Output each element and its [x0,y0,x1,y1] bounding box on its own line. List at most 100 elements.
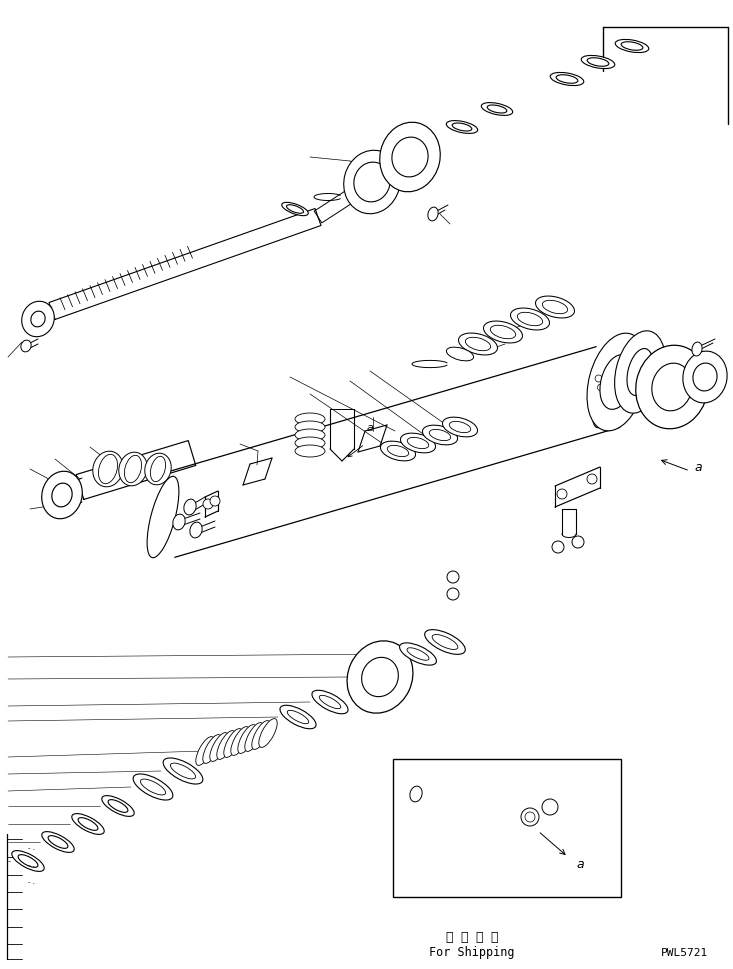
Text: - .: - . [28,878,35,884]
Ellipse shape [402,148,410,156]
Ellipse shape [98,454,117,484]
Ellipse shape [521,808,539,827]
Ellipse shape [595,376,602,383]
Ellipse shape [400,434,435,453]
Ellipse shape [615,41,649,53]
Ellipse shape [312,691,348,714]
Ellipse shape [203,499,213,510]
Ellipse shape [259,719,277,748]
Ellipse shape [449,422,471,433]
Ellipse shape [484,322,523,344]
Ellipse shape [373,668,380,674]
Ellipse shape [525,812,535,822]
Ellipse shape [587,475,597,484]
Ellipse shape [245,723,263,752]
Ellipse shape [354,163,390,203]
Ellipse shape [446,348,474,361]
Ellipse shape [170,764,196,779]
Ellipse shape [600,356,634,410]
Ellipse shape [217,731,235,760]
Ellipse shape [295,429,325,442]
Ellipse shape [18,855,38,867]
Ellipse shape [287,710,309,724]
Ellipse shape [432,635,458,650]
Ellipse shape [419,156,425,163]
Ellipse shape [366,678,372,685]
Ellipse shape [150,456,166,483]
Ellipse shape [320,696,341,709]
Ellipse shape [636,346,708,429]
Ellipse shape [572,537,584,548]
Ellipse shape [443,418,477,437]
Ellipse shape [190,522,202,539]
Ellipse shape [295,446,325,457]
Ellipse shape [408,438,429,450]
Ellipse shape [147,477,179,558]
Polygon shape [314,149,419,224]
Ellipse shape [447,588,459,601]
Ellipse shape [391,675,398,683]
Ellipse shape [692,343,702,357]
Ellipse shape [12,851,44,871]
Ellipse shape [252,721,270,750]
Ellipse shape [542,301,567,314]
Ellipse shape [125,455,141,484]
Ellipse shape [380,123,441,193]
Ellipse shape [108,799,128,813]
Bar [393,760,621,897]
Ellipse shape [362,672,369,679]
Text: - .: - . [28,844,35,850]
Ellipse shape [557,489,567,499]
Ellipse shape [210,733,228,762]
Ellipse shape [280,705,316,729]
Ellipse shape [542,799,558,815]
Ellipse shape [196,736,214,766]
Ellipse shape [380,442,416,461]
Ellipse shape [52,484,72,508]
Ellipse shape [422,425,457,446]
Ellipse shape [693,363,717,391]
Ellipse shape [614,331,666,414]
Ellipse shape [93,452,123,487]
Ellipse shape [231,727,249,756]
Ellipse shape [295,422,325,433]
Text: PWL5721: PWL5721 [661,947,709,957]
Ellipse shape [72,814,104,834]
Ellipse shape [587,333,647,431]
Ellipse shape [392,138,428,177]
Ellipse shape [21,341,31,353]
Ellipse shape [22,302,54,337]
Ellipse shape [632,383,639,390]
Ellipse shape [490,326,515,339]
Ellipse shape [141,779,166,796]
Ellipse shape [31,312,45,328]
Ellipse shape [344,151,400,214]
Ellipse shape [465,338,490,352]
Ellipse shape [237,725,257,754]
Ellipse shape [399,643,436,666]
Ellipse shape [550,74,583,86]
Ellipse shape [597,385,605,391]
Ellipse shape [410,786,422,802]
Polygon shape [49,209,321,320]
Ellipse shape [430,430,451,441]
Ellipse shape [621,43,643,51]
Ellipse shape [119,453,147,486]
Text: 運 携 部 品: 運 携 部 品 [446,930,498,944]
Ellipse shape [361,658,398,697]
Ellipse shape [102,796,134,817]
Ellipse shape [210,496,220,507]
Ellipse shape [145,453,172,485]
Ellipse shape [592,347,624,428]
Ellipse shape [48,836,68,849]
Ellipse shape [424,630,465,655]
Ellipse shape [552,542,564,553]
Text: - .: - . [28,861,35,867]
Ellipse shape [163,758,203,784]
Ellipse shape [446,121,478,135]
Ellipse shape [203,735,221,764]
Ellipse shape [482,104,512,116]
Ellipse shape [42,472,82,519]
Ellipse shape [387,446,409,457]
Ellipse shape [459,333,498,356]
